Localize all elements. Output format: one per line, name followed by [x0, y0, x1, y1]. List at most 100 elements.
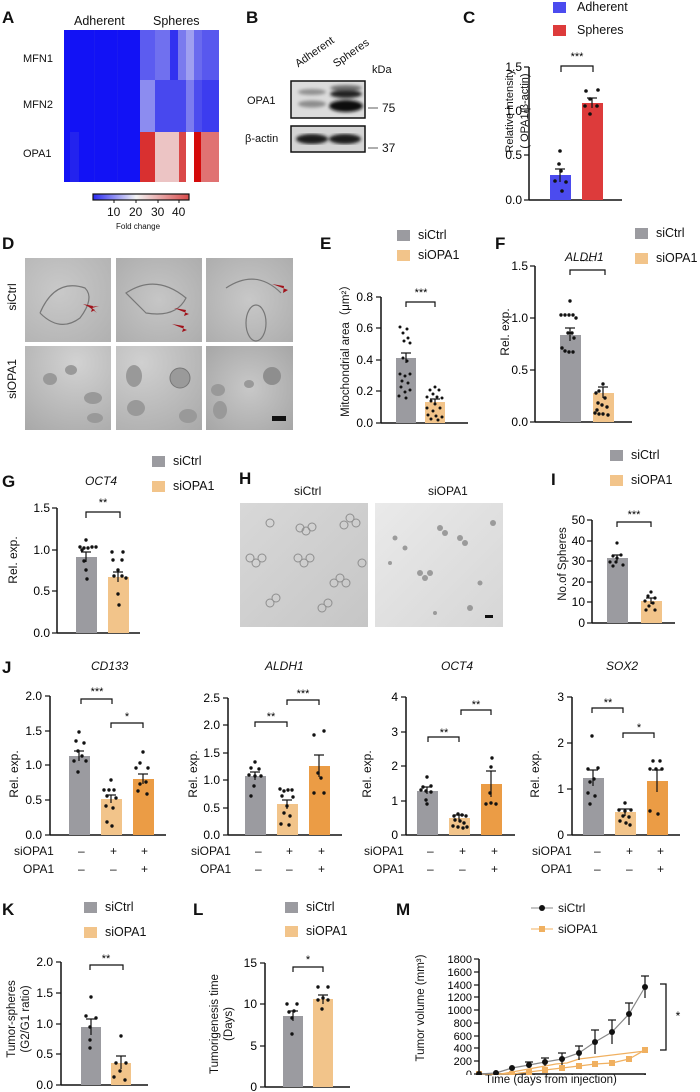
panel-label-b: B [246, 8, 259, 27]
svg-text:1.5: 1.5 [25, 724, 42, 738]
panel-b-western-blot: Adherent Spheres kDa OPA1 β-actin 75 37 [230, 0, 460, 220]
em-image-siopa1-2 [116, 346, 202, 430]
heatmap-row-opa1: OPA1 [23, 148, 52, 160]
em-image-sictrl-3 [206, 258, 293, 342]
panel-a-heatmap: Adherent Spheres MFN1 MFN2 OPA1 [0, 0, 230, 220]
svg-text:*: * [125, 711, 130, 723]
svg-text:3: 3 [557, 690, 564, 704]
marker-75: 75 [382, 101, 396, 115]
em-image-siopa1-1 [25, 346, 111, 430]
legend-swatch-adherent [553, 2, 566, 13]
marker-37: 37 [382, 141, 396, 155]
svg-text:1: 1 [391, 794, 398, 808]
svg-text:0.5: 0.5 [203, 801, 220, 815]
legend-label-sictrl-f: siCtrl [656, 226, 685, 240]
sphere-image-siopa1 [375, 503, 503, 627]
svg-text:0.5: 0.5 [511, 363, 528, 377]
cond-label-opa1-3: OPA1 [373, 862, 405, 876]
legend-swatch-siopa1-l [285, 926, 298, 937]
svg-text:**: ** [472, 699, 481, 711]
heatmap-row-mfn2: MFN2 [23, 99, 53, 111]
svg-text:**: ** [267, 711, 276, 723]
svg-text:600: 600 [454, 1031, 472, 1043]
scale-bar [272, 416, 286, 421]
legend-swatch-spheres [553, 25, 566, 36]
svg-text:40: 40 [572, 534, 586, 548]
svg-text:**: ** [604, 697, 613, 709]
legend-swatch-siopa1-g [152, 481, 165, 492]
svg-text:0.0: 0.0 [36, 1078, 53, 1092]
y-axis-label-k-1: Tumor-spheres [6, 980, 18, 1058]
legend-swatch-sictrl-l [285, 902, 298, 913]
legend-label-sictrl-g: siCtrl [173, 454, 202, 468]
svg-text:1.0: 1.0 [36, 1017, 53, 1031]
svg-text:1.0: 1.0 [25, 758, 42, 772]
em-image-sictrl-2 [116, 258, 202, 342]
row-label-siopa1: siOPA1 [5, 359, 19, 399]
heatmap-row-mfn1: MFN1 [23, 53, 53, 65]
panel-l-bar-chart: * 15 10 5 0 [244, 954, 350, 1092]
svg-text:0.0: 0.0 [511, 415, 528, 429]
svg-text:0.5: 0.5 [505, 148, 522, 162]
legend-label-siopa1-m: siOPA1 [558, 922, 598, 936]
lane-label-spheres: Spheres [331, 36, 372, 70]
panel-j-sox2-bar-chart: ** * 3 2 1 0 [557, 690, 680, 840]
y-axis-label-m: Tumor volume (mm³) [415, 954, 427, 1062]
legend-swatch-sictrl-i [610, 450, 623, 461]
svg-text:0.6: 0.6 [356, 321, 373, 335]
svg-text:2.0: 2.0 [36, 955, 53, 969]
svg-text:1600: 1600 [448, 967, 472, 979]
significance-l: * [306, 954, 311, 966]
colorbar-tick-20: 20 [129, 205, 143, 219]
svg-text:1.5: 1.5 [203, 746, 220, 760]
heatmap-col-adherent: Adherent [74, 14, 125, 28]
legend-label-siopa1-k: siOPA1 [105, 925, 147, 939]
svg-text:***: *** [297, 688, 311, 700]
svg-text:1.0: 1.0 [33, 543, 50, 557]
legend-label-spheres: Spheres [577, 23, 624, 37]
legend-swatch-sictrl-e [397, 230, 410, 241]
svg-text:50: 50 [572, 513, 586, 527]
y-axis-label-l-1: Tumorigenesis time [209, 974, 221, 1074]
svg-text:0.8: 0.8 [356, 290, 373, 304]
panel-i-bar-chart: *** 50 40 30 20 10 0 [572, 510, 675, 630]
colorbar-label: Fold change [116, 222, 161, 231]
legend-label-siopa1-g: siOPA1 [173, 479, 215, 493]
panel-label-a: A [2, 8, 15, 27]
legend-swatch-sictrl-f [635, 228, 648, 239]
svg-text:**: ** [440, 727, 449, 739]
legend-label-sictrl-k: siCtrl [105, 900, 134, 914]
svg-text:5: 5 [250, 1039, 257, 1053]
legend-label-sictrl-l: siCtrl [306, 900, 335, 914]
panel-j-oct4-bar-chart: ** ** 4 3 2 1 0 [391, 690, 515, 840]
panel-label-j: J [2, 658, 12, 677]
y-axis-label-j1: Rel. exp. [7, 750, 21, 798]
panel-label-f: F [495, 234, 506, 253]
svg-text:30: 30 [572, 554, 586, 568]
y-axis-label-j4: Rel. exp. [528, 750, 542, 798]
svg-text:*: * [637, 722, 642, 734]
cond-label-siopa1-4: siOPA1 [532, 844, 572, 858]
cond-label-opa1-1: OPA1 [23, 862, 55, 876]
svg-text:1800: 1800 [448, 954, 472, 966]
svg-text:1.5: 1.5 [505, 60, 522, 74]
scale-bar-h [485, 615, 493, 618]
svg-text:0.5: 0.5 [25, 793, 42, 807]
svg-text:10: 10 [244, 997, 258, 1011]
panel-label-d: D [2, 234, 15, 253]
panel-k-bar-chart: ** 2.0 1.5 1.0 0.5 0.0 [36, 953, 148, 1092]
cond-label-siopa1-1: siOPA1 [14, 844, 54, 858]
significance-m: * [676, 1009, 681, 1023]
svg-text:1000: 1000 [448, 1005, 472, 1017]
significance-e: *** [415, 287, 429, 299]
panel-label-l: L [193, 900, 204, 919]
svg-text:1.5: 1.5 [36, 986, 53, 1000]
svg-text:0.5: 0.5 [33, 584, 50, 598]
svg-text:200: 200 [454, 1056, 472, 1068]
significance-i: *** [628, 510, 642, 521]
panel-j-aldh1-bar-chart: ** *** 2.5 2.0 1.5 1.0 0.5 0.0 [203, 688, 342, 840]
chart-title-g: OCT4 [85, 474, 118, 488]
panel-label-i: I [551, 470, 556, 489]
legend-markers-m [531, 905, 553, 932]
